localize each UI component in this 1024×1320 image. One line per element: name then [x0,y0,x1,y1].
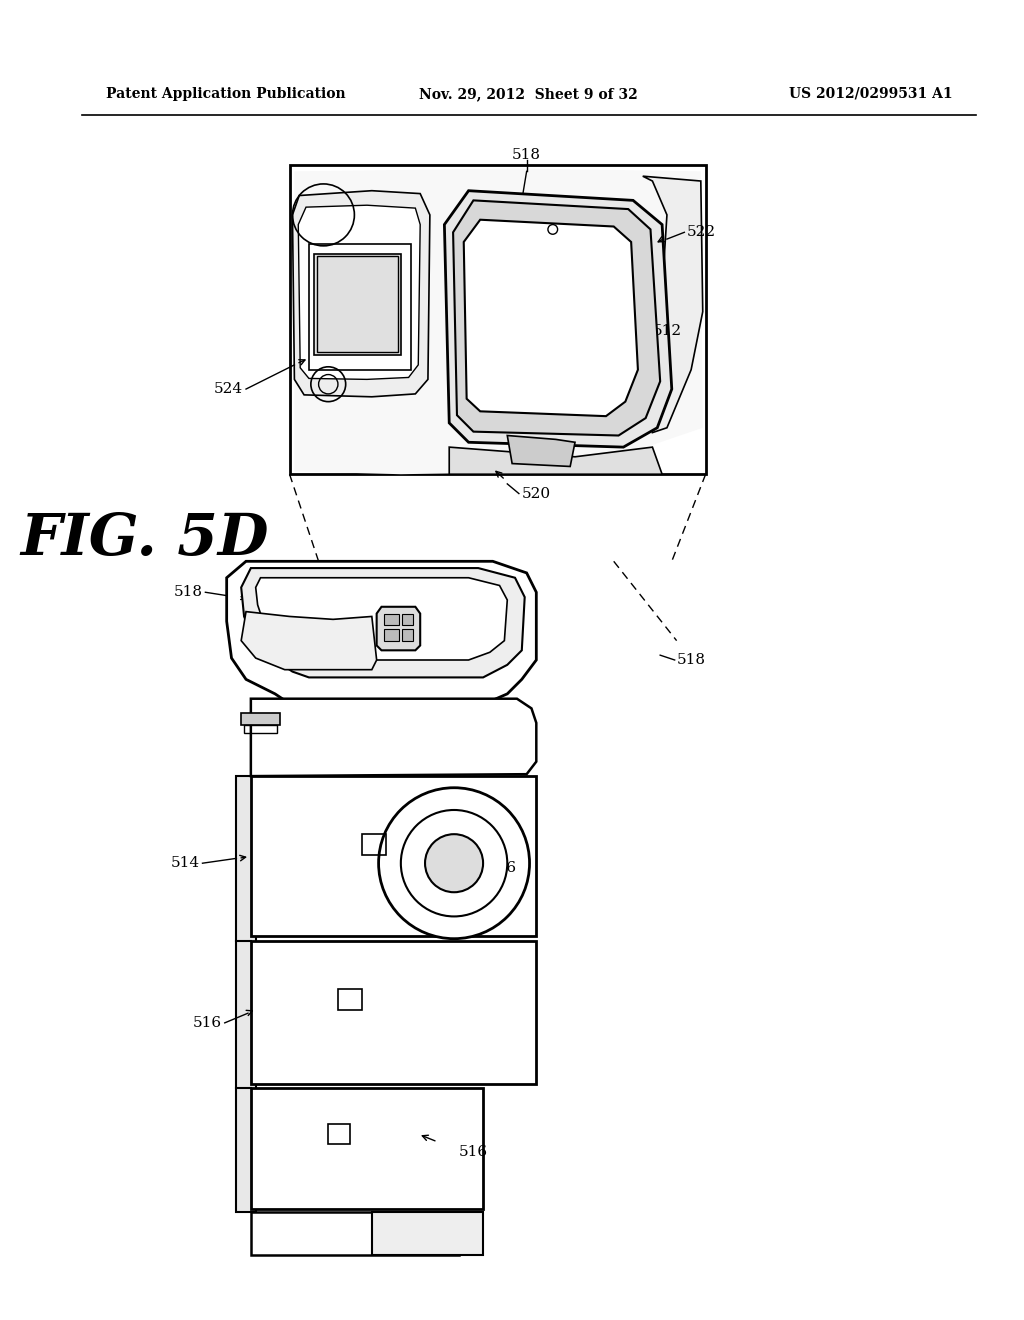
Bar [237,776,256,1212]
Text: 516: 516 [459,1144,488,1159]
Circle shape [425,834,483,892]
Text: 518: 518 [512,148,541,162]
Circle shape [548,224,558,234]
Text: 512: 512 [652,323,682,338]
Polygon shape [293,190,430,397]
Polygon shape [256,578,507,660]
Polygon shape [464,219,638,416]
Bar [313,253,400,355]
Bar [309,244,411,370]
Polygon shape [444,190,672,447]
Bar [384,630,399,640]
Polygon shape [298,205,420,379]
Polygon shape [453,201,660,436]
Text: 518: 518 [173,585,203,599]
Bar [251,1212,459,1255]
Bar [329,1125,349,1144]
Polygon shape [251,698,537,776]
Bar [290,165,706,474]
Bar [251,1088,483,1209]
Text: US 2012/0299531 A1: US 2012/0299531 A1 [788,87,952,100]
Bar [384,614,399,626]
Text: 524: 524 [214,381,243,396]
Polygon shape [450,447,663,474]
Text: FIG. 5D: FIG. 5D [20,511,268,568]
Bar [401,614,414,626]
Bar [338,989,362,1010]
Polygon shape [507,436,575,466]
Text: 516: 516 [193,1016,222,1030]
Polygon shape [242,568,524,677]
Polygon shape [643,176,702,433]
Text: 518: 518 [677,653,706,667]
Bar [244,725,276,733]
Bar [316,256,398,352]
Polygon shape [242,611,377,669]
Text: Nov. 29, 2012  Sheet 9 of 32: Nov. 29, 2012 Sheet 9 of 32 [419,87,638,100]
Bar [242,713,280,725]
Text: 522: 522 [686,226,716,239]
Bar [251,776,537,936]
Circle shape [400,810,507,916]
Text: Patent Application Publication: Patent Application Publication [105,87,345,100]
Text: 512: 512 [487,619,517,634]
Bar [401,630,414,640]
Circle shape [379,788,529,939]
Polygon shape [226,561,537,709]
Bar [251,941,537,1084]
Polygon shape [377,607,420,651]
Text: 516: 516 [487,861,517,875]
Polygon shape [372,1212,483,1255]
Polygon shape [295,169,702,474]
Text: 514: 514 [170,857,200,870]
Text: 520: 520 [522,487,551,500]
Bar [362,834,386,855]
